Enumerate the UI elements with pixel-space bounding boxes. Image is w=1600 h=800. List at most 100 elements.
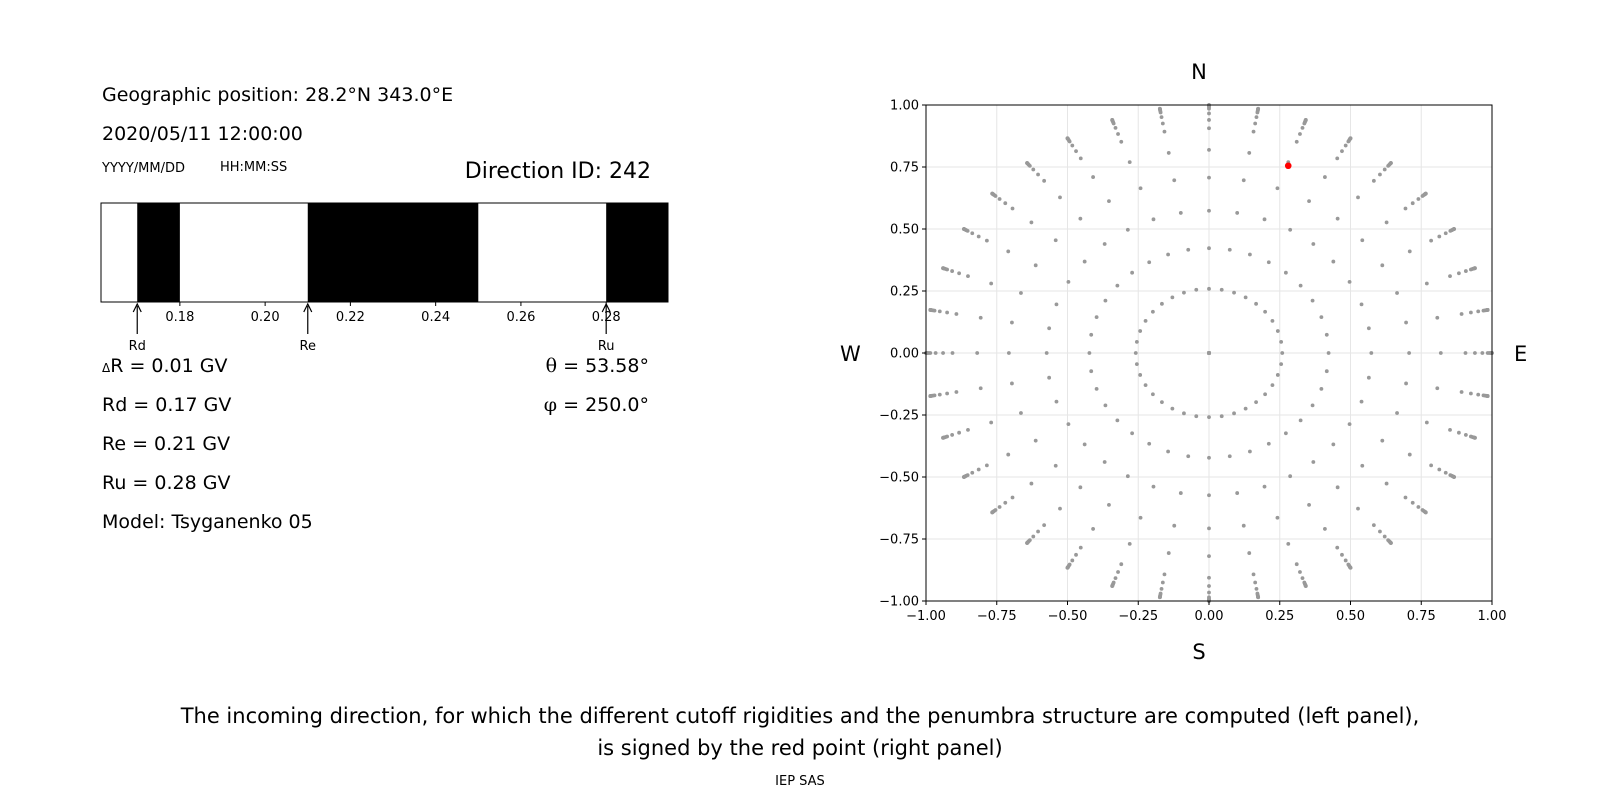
bar-tick-label: 0.18 — [165, 310, 194, 325]
penumbra-black-segment-1 — [307, 203, 479, 302]
marker-label-rd: Rd — [129, 339, 146, 354]
compass-south-label: S — [1192, 640, 1206, 664]
y-tick-label: 0.00 — [890, 347, 919, 362]
direction-point — [1116, 132, 1120, 136]
direction-point — [1476, 309, 1481, 314]
direction-point — [1207, 111, 1211, 116]
direction-point — [1247, 551, 1252, 555]
direction-point — [950, 433, 955, 437]
direction-point — [1058, 195, 1062, 200]
direction-point — [1266, 441, 1271, 446]
direction-point — [1410, 500, 1415, 505]
direction-point — [1275, 515, 1280, 520]
direction-point — [937, 309, 942, 314]
direction-point — [1279, 339, 1284, 344]
direction-point — [1110, 584, 1115, 588]
direction-point — [1360, 238, 1365, 243]
theta-value: = 53.58° — [557, 355, 649, 377]
direction-point — [1343, 143, 1348, 148]
direction-point — [1138, 329, 1143, 333]
x-tick-label: 1.00 — [1478, 609, 1507, 624]
direction-point — [1172, 523, 1177, 528]
direction-point — [1476, 392, 1481, 397]
direction-point — [1256, 595, 1261, 600]
direction-point — [1424, 281, 1429, 286]
direction-point — [1473, 266, 1477, 271]
direction-point — [1395, 411, 1399, 415]
direction-point — [1324, 369, 1329, 374]
direction-point — [1243, 406, 1248, 411]
marker-arrow-head-rd — [132, 302, 142, 313]
direction-point — [1178, 491, 1183, 495]
direction-point — [1416, 505, 1421, 509]
direction-point — [1094, 315, 1099, 320]
direction-point — [1423, 191, 1428, 196]
direction-point — [1207, 126, 1211, 131]
direction-point — [1065, 565, 1070, 570]
direction-id-text: Direction ID: 242 — [464, 159, 651, 184]
x-tick-label: 0.50 — [1336, 609, 1365, 624]
direction-point — [997, 505, 1002, 509]
direction-point — [1378, 529, 1382, 534]
direction-point — [1157, 595, 1162, 600]
direction-point — [1227, 454, 1232, 459]
direction-point — [1150, 392, 1155, 397]
direction-point — [1251, 129, 1256, 134]
direction-point — [1371, 178, 1376, 183]
direction-point — [1103, 403, 1108, 408]
re-text: Re = 0.21 GV — [102, 433, 231, 455]
direction-point — [945, 391, 950, 396]
direction-point — [1247, 151, 1252, 155]
direction-point — [1207, 147, 1211, 152]
direction-point — [1107, 502, 1111, 507]
direction-point — [1066, 279, 1071, 284]
direction-point — [997, 197, 1002, 201]
direction-point — [1047, 326, 1052, 331]
direction-point — [1151, 217, 1156, 222]
direction-point — [1166, 449, 1170, 454]
direction-point — [1463, 433, 1468, 437]
direction-point — [1194, 287, 1199, 292]
direction-point — [1448, 274, 1452, 279]
direction-point — [1323, 527, 1327, 531]
direction-point — [1347, 279, 1352, 284]
direction-point — [1127, 541, 1132, 546]
direction-point — [1110, 118, 1115, 122]
direction-point — [1294, 562, 1299, 567]
direction-point — [1437, 467, 1442, 472]
direction-point — [1359, 399, 1364, 404]
direction-point — [954, 390, 959, 394]
direction-point — [1380, 263, 1385, 268]
direction-point — [1286, 541, 1291, 546]
direction-point — [1395, 291, 1399, 295]
direction-point — [1207, 246, 1211, 251]
direction-point — [1010, 495, 1015, 500]
direction-point — [1241, 523, 1246, 528]
direction-point — [1403, 206, 1408, 211]
direction-point — [1119, 139, 1124, 144]
direction-point — [1303, 584, 1308, 588]
direction-point — [1382, 534, 1387, 539]
direction-point — [976, 234, 981, 239]
marker-label-ru: Ru — [598, 339, 615, 354]
direction-point — [1119, 562, 1124, 567]
direction-point — [1288, 227, 1293, 232]
direction-point — [984, 463, 989, 468]
direction-point — [1275, 186, 1280, 191]
direction-point — [1448, 427, 1452, 432]
direction-point — [1102, 242, 1107, 246]
direction-point — [962, 227, 966, 231]
direction-point — [1091, 527, 1095, 531]
x-tick-label: 0.00 — [1195, 609, 1224, 624]
direction-point — [1103, 298, 1108, 303]
direction-point — [1468, 310, 1473, 315]
y-tick-label: 0.50 — [890, 223, 919, 238]
direction-point — [1130, 431, 1135, 436]
direction-point — [1207, 351, 1211, 355]
direction-point — [1298, 283, 1303, 288]
direction-point — [970, 470, 975, 475]
direction-point — [1134, 362, 1139, 367]
phi-value: = 250.0° — [557, 394, 649, 416]
direction-point — [1288, 474, 1293, 479]
direction-point — [1263, 309, 1268, 314]
